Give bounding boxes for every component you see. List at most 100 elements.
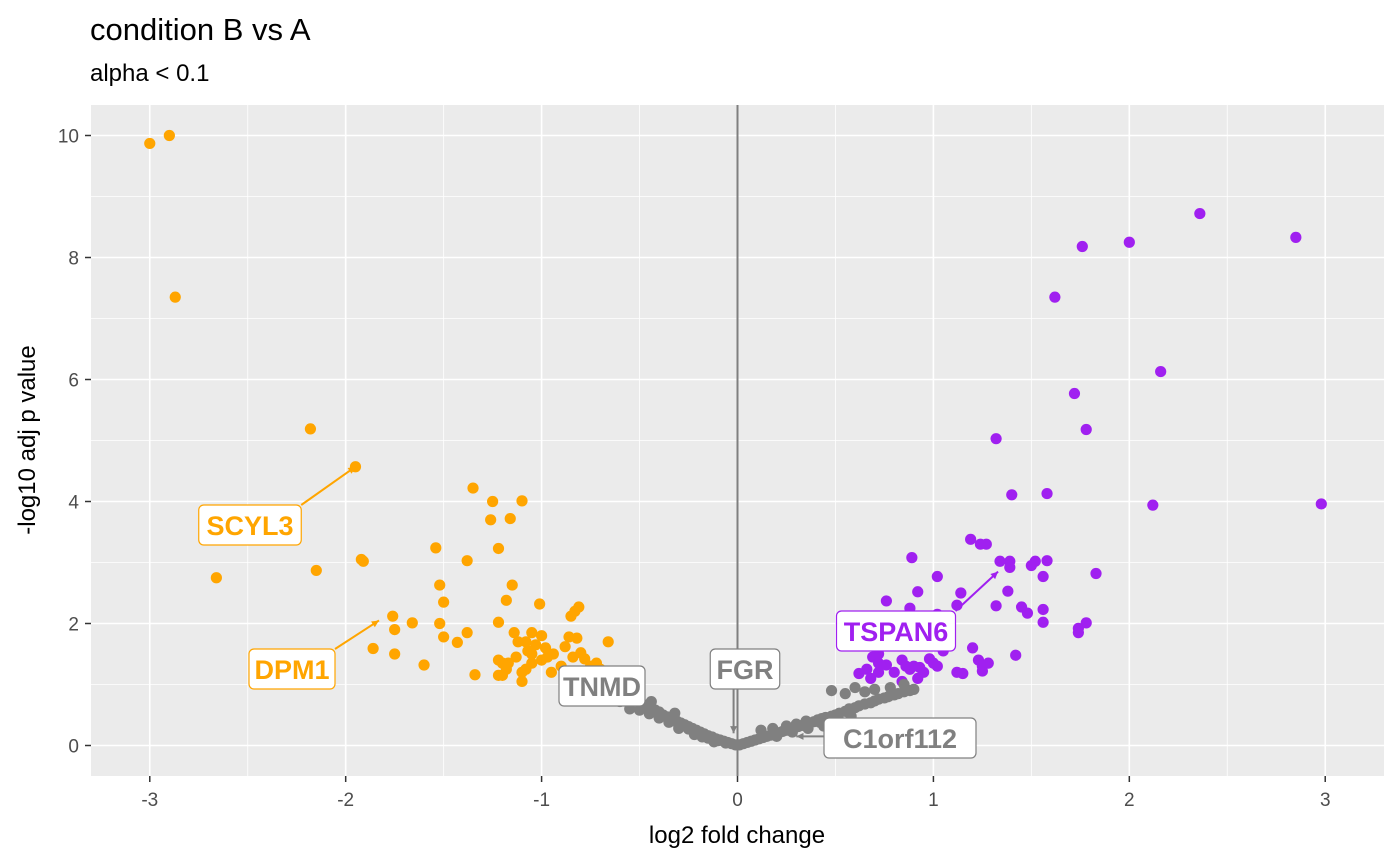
- x-tick-label: 1: [928, 790, 939, 811]
- data-point: [1290, 231, 1302, 243]
- data-point: [1006, 489, 1018, 501]
- data-point: [534, 598, 546, 610]
- data-point: [966, 642, 979, 654]
- y-tick-label: 6: [68, 371, 79, 392]
- label-arrowhead: [796, 732, 804, 740]
- data-point: [853, 667, 865, 680]
- data-point: [163, 129, 175, 142]
- x-axis-ticks: -3 -2 -1 0 1 2 3: [141, 776, 1331, 811]
- data-point: [506, 579, 518, 591]
- data-point: [310, 564, 322, 577]
- y-tick-label: 2: [68, 615, 79, 636]
- data-point: [849, 681, 861, 694]
- x-axis-label: log2 fold change: [649, 822, 825, 849]
- y-axis-ticks: 0 2 4 6 8 10: [58, 127, 91, 758]
- data-point: [908, 683, 920, 695]
- data-point: [559, 641, 571, 653]
- data-point: [602, 636, 614, 648]
- data-point: [994, 555, 1006, 567]
- data-point: [1010, 649, 1022, 661]
- data-point: [839, 688, 851, 700]
- gene-label-box: [248, 648, 336, 690]
- data-point: [496, 669, 509, 681]
- data-point: [504, 512, 516, 525]
- data-point: [535, 630, 548, 642]
- data-point: [898, 678, 910, 691]
- data-point: [1041, 487, 1053, 500]
- data-point: [500, 594, 512, 606]
- y-axis-label: -log10 adj p value: [14, 345, 41, 534]
- data-point: [573, 601, 585, 613]
- data-point: [406, 617, 418, 629]
- label-arrowhead: [371, 620, 379, 628]
- data-point: [1090, 567, 1102, 580]
- data-point: [169, 291, 181, 303]
- data-point: [1072, 627, 1084, 639]
- data-point: [469, 669, 481, 681]
- data-point: [547, 648, 559, 660]
- data-point: [990, 600, 1002, 612]
- gene-label-text: FGR: [717, 655, 774, 685]
- data-point: [912, 672, 924, 685]
- data-point: [1155, 365, 1167, 378]
- x-tick-label: 2: [1124, 790, 1135, 811]
- data-point: [367, 642, 379, 655]
- data-point: [720, 737, 732, 749]
- data-point: [1315, 498, 1327, 510]
- chart-subtitle: alpha < 0.1: [90, 60, 210, 87]
- data-point: [1021, 607, 1034, 619]
- data-point: [982, 657, 994, 669]
- data-point: [1037, 616, 1049, 628]
- data-point: [980, 538, 992, 550]
- label-arrowhead: [730, 726, 738, 734]
- gene-labels: SCYL3 DPM1 TSPAN6 TNMD FGR C1orf112: [198, 465, 999, 759]
- label-arrowhead: [670, 717, 679, 725]
- data-point: [965, 533, 977, 545]
- data-point: [880, 595, 892, 607]
- data-point: [708, 736, 720, 748]
- gene-label-text: SCYL3: [206, 511, 293, 541]
- data-point: [492, 616, 505, 628]
- data-point: [771, 730, 783, 742]
- data-point: [389, 624, 401, 636]
- data-point: [526, 648, 538, 660]
- data-point: [485, 514, 497, 526]
- y-tick-label: 4: [68, 493, 79, 514]
- data-point: [530, 639, 542, 651]
- data-point: [487, 495, 499, 508]
- data-point: [888, 666, 900, 678]
- data-point: [461, 555, 473, 567]
- label-connector: [954, 570, 999, 612]
- y-tick-label: 10: [58, 127, 79, 148]
- data-point: [673, 722, 685, 735]
- data-point: [545, 666, 557, 678]
- gene-label-text: TSPAN6: [844, 617, 949, 647]
- data-point: [387, 610, 399, 622]
- data-point: [1037, 603, 1049, 616]
- data-point: [526, 627, 538, 639]
- data-point: [1147, 499, 1159, 511]
- data-point: [389, 648, 401, 660]
- data-point: [510, 651, 522, 663]
- data-point: [825, 685, 838, 697]
- data-point: [520, 636, 532, 648]
- data-point: [880, 659, 892, 671]
- data-point: [1194, 207, 1206, 220]
- gene-label-text: DPM1: [254, 655, 329, 685]
- data-point: [516, 675, 528, 688]
- data-point: [1002, 585, 1014, 597]
- data-point: [571, 632, 583, 644]
- label-connector: [300, 465, 357, 506]
- data-point: [210, 572, 222, 584]
- data-point: [461, 627, 473, 639]
- data-point: [1041, 555, 1053, 567]
- data-point: [884, 681, 896, 694]
- data-point: [645, 695, 657, 708]
- data-point: [418, 659, 430, 671]
- data-point: [865, 672, 877, 685]
- data-point: [802, 722, 814, 735]
- x-tick-label: -3: [141, 790, 158, 811]
- chart-title: condition B vs A: [90, 12, 311, 47]
- data-point: [434, 617, 446, 630]
- data-point: [1029, 555, 1041, 567]
